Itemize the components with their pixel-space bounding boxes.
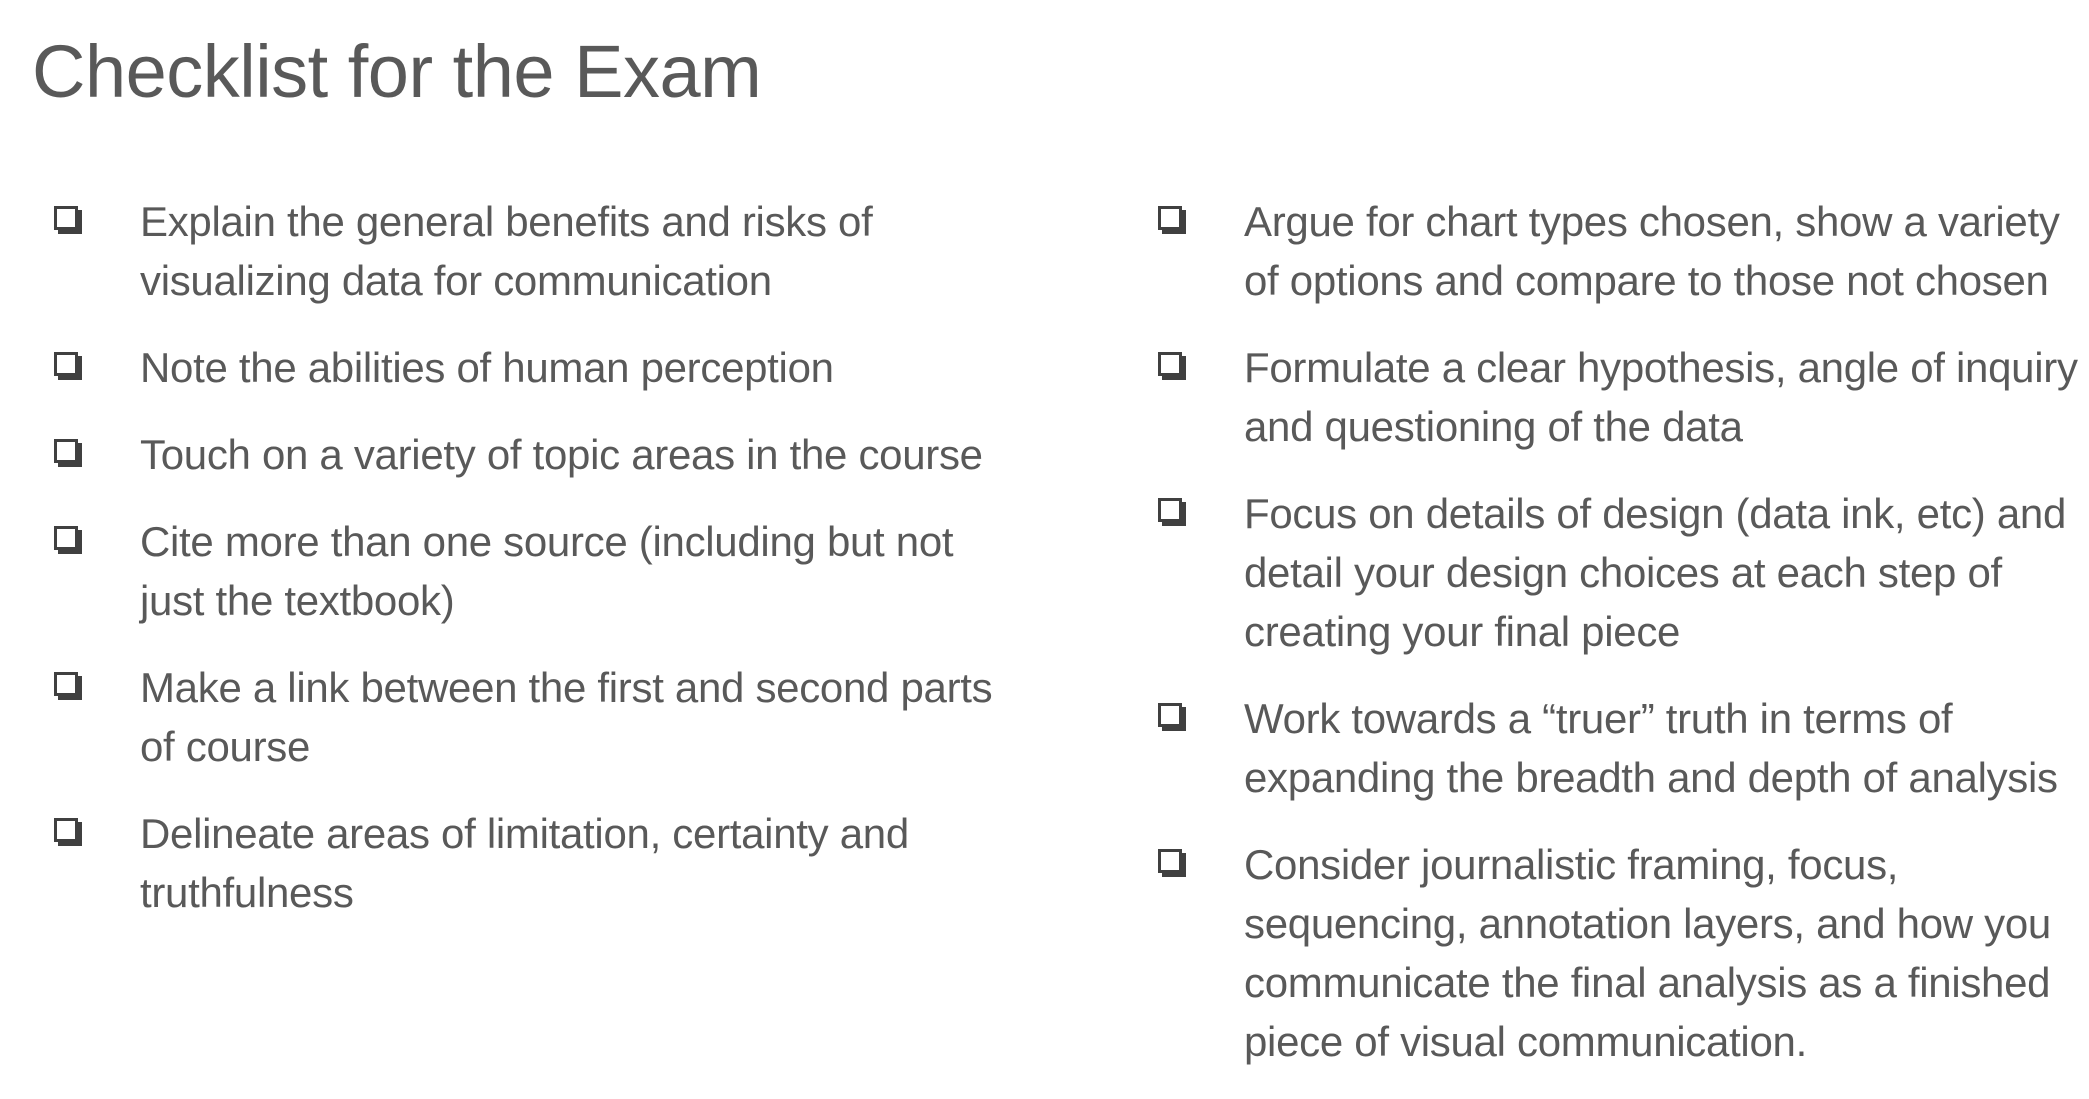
checklist-item-text: Make a link between the first and second… <box>140 664 993 770</box>
page-title: Checklist for the Exam <box>32 30 762 113</box>
checklist-item: Consider journalistic framing, focus, se… <box>1152 835 2082 1071</box>
checkbox-icon <box>1158 849 1182 873</box>
checklist-item: Note the abilities of human perception <box>48 338 1008 397</box>
checkbox-icon <box>54 352 78 376</box>
checkbox-icon <box>1158 703 1182 727</box>
checklist-item-text: Work towards a “truer” truth in terms of… <box>1244 695 2058 801</box>
checklist-item-text: Touch on a variety of topic areas in the… <box>140 431 983 478</box>
checklist-item: Work towards a “truer” truth in terms of… <box>1152 689 2082 807</box>
checklist-item: Focus on details of design (data ink, et… <box>1152 484 2082 661</box>
checklist-left-column: Explain the general benefits and risks o… <box>48 192 1008 950</box>
checkbox-icon <box>54 672 78 696</box>
checklist-item-text: Cite more than one source (including but… <box>140 518 954 624</box>
checklist-item-text: Delineate areas of limitation, certainty… <box>140 810 909 916</box>
checkbox-icon <box>1158 206 1182 230</box>
checkbox-icon <box>54 526 78 550</box>
checklist-item: Argue for chart types chosen, show a var… <box>1152 192 2082 310</box>
checklist-item: Delineate areas of limitation, certainty… <box>48 804 1008 922</box>
checkbox-icon <box>1158 498 1182 522</box>
checklist-item-text: Argue for chart types chosen, show a var… <box>1244 198 2060 304</box>
checklist-item-text: Note the abilities of human perception <box>140 344 834 391</box>
checklist-item-text: Focus on details of design (data ink, et… <box>1244 490 2067 655</box>
checklist-item: Cite more than one source (including but… <box>48 512 1008 630</box>
checkbox-icon <box>54 439 78 463</box>
checklist-item: Touch on a variety of topic areas in the… <box>48 425 1008 484</box>
checkbox-icon <box>54 206 78 230</box>
checklist-item: Formulate a clear hypothesis, angle of i… <box>1152 338 2082 456</box>
checklist-right-column: Argue for chart types chosen, show a var… <box>1152 192 2082 1099</box>
checklist-item: Explain the general benefits and risks o… <box>48 192 1008 310</box>
checklist-item-text: Formulate a clear hypothesis, angle of i… <box>1244 344 2078 450</box>
checkbox-icon <box>54 818 78 842</box>
checklist-item: Make a link between the first and second… <box>48 658 1008 776</box>
checkbox-icon <box>1158 352 1182 376</box>
checklist-item-text: Explain the general benefits and risks o… <box>140 198 873 304</box>
checklist-item-text: Consider journalistic framing, focus, se… <box>1244 841 2051 1065</box>
